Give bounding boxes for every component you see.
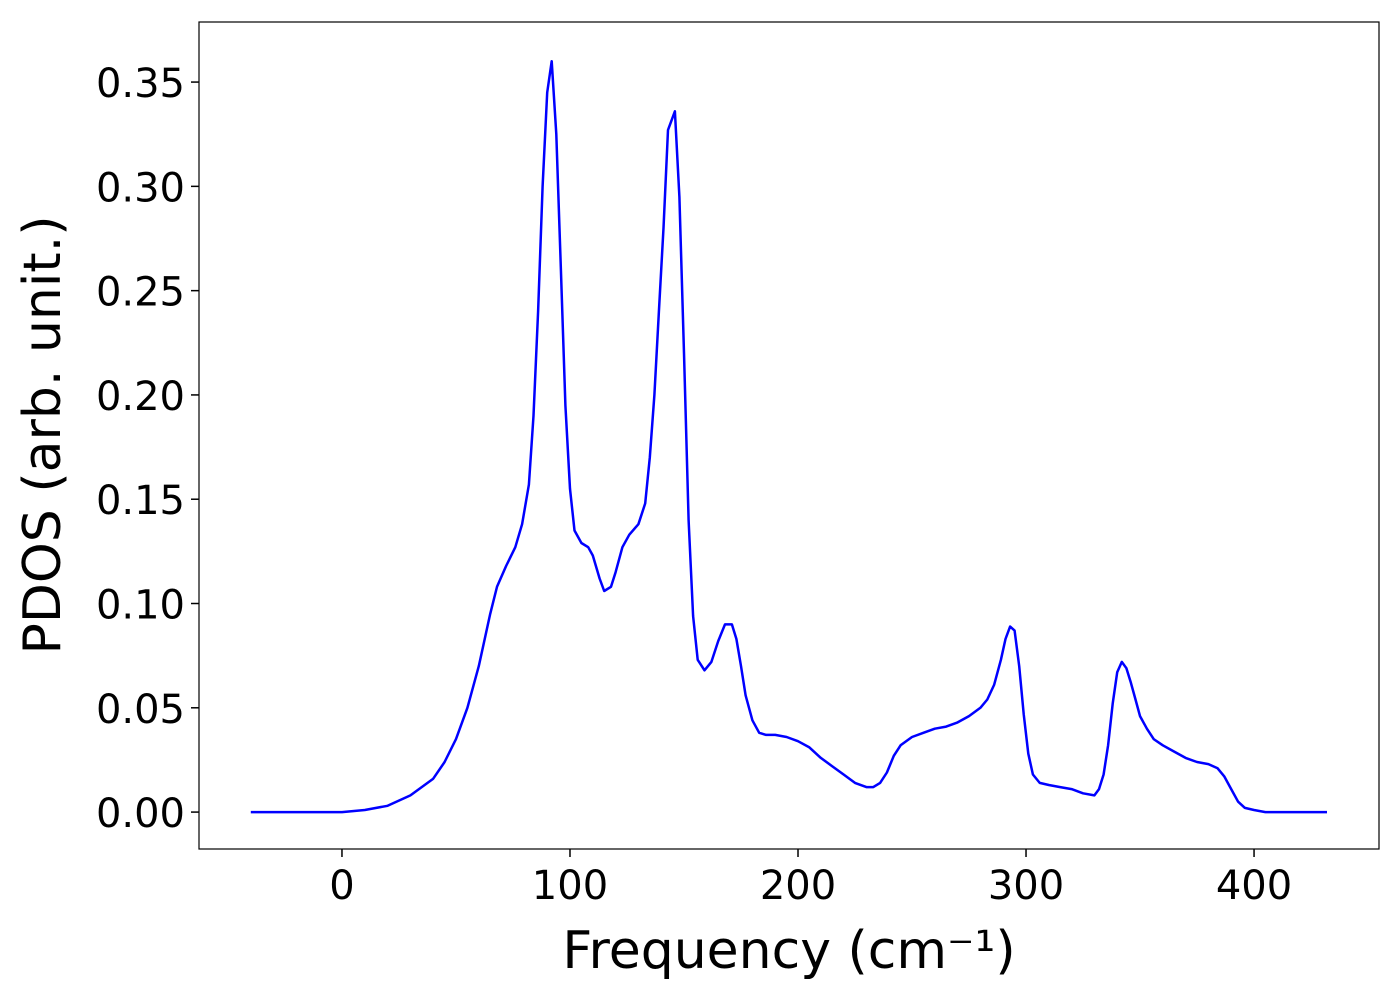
y-tick-label: 0.05 <box>96 687 185 733</box>
x-tick-label: 400 <box>1216 863 1292 909</box>
y-tick-label: 0.25 <box>96 270 185 316</box>
x-tick-label: 100 <box>532 863 608 909</box>
y-tick-label: 0.30 <box>96 165 185 211</box>
y-tick-label: 0.10 <box>96 583 185 629</box>
y-tick-label: 0.20 <box>96 374 185 420</box>
y-axis-label: PDOS (arb. unit.) <box>13 215 73 654</box>
y-tick-label: 0.00 <box>96 791 185 837</box>
plot-frame <box>198 21 1380 850</box>
x-tick-label: 200 <box>760 863 836 909</box>
x-tick-label: 300 <box>988 863 1064 909</box>
x-tick-label: 0 <box>329 863 354 909</box>
y-tick-label: 0.35 <box>96 61 185 107</box>
y-tick-label: 0.15 <box>96 478 185 524</box>
pdos-line <box>250 59 1327 814</box>
x-axis-label: Frequency (cm⁻¹) <box>562 921 1015 981</box>
